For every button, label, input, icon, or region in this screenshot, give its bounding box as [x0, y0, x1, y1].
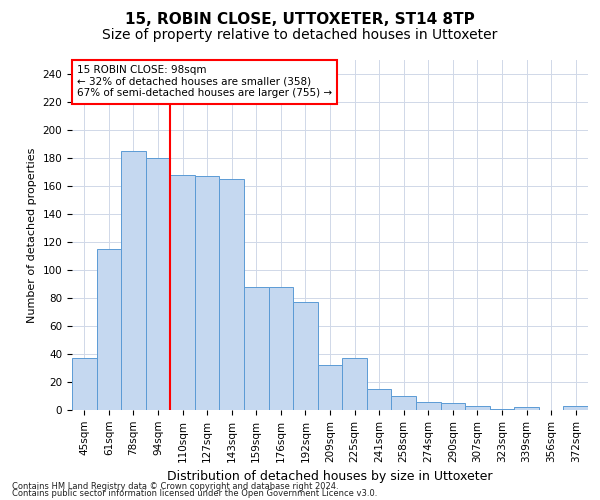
Bar [391, 396, 416, 410]
Bar [465, 406, 490, 410]
Bar [293, 302, 318, 410]
Bar [563, 406, 588, 410]
Bar [342, 358, 367, 410]
Bar [514, 407, 539, 410]
Text: 15 ROBIN CLOSE: 98sqm
← 32% of detached houses are smaller (358)
67% of semi-det: 15 ROBIN CLOSE: 98sqm ← 32% of detached … [77, 66, 332, 98]
Text: 15, ROBIN CLOSE, UTTOXETER, ST14 8TP: 15, ROBIN CLOSE, UTTOXETER, ST14 8TP [125, 12, 475, 28]
Bar [269, 287, 293, 410]
Bar [97, 249, 121, 410]
Text: Size of property relative to detached houses in Uttoxeter: Size of property relative to detached ho… [103, 28, 497, 42]
Bar [244, 287, 269, 410]
Bar [440, 403, 465, 410]
Text: Contains public sector information licensed under the Open Government Licence v3: Contains public sector information licen… [12, 490, 377, 498]
Bar [416, 402, 440, 410]
Bar [318, 365, 342, 410]
Bar [170, 175, 195, 410]
Bar [146, 158, 170, 410]
Bar [220, 179, 244, 410]
Bar [367, 389, 391, 410]
X-axis label: Distribution of detached houses by size in Uttoxeter: Distribution of detached houses by size … [167, 470, 493, 483]
Bar [195, 176, 220, 410]
Y-axis label: Number of detached properties: Number of detached properties [27, 148, 37, 322]
Bar [490, 408, 514, 410]
Text: Contains HM Land Registry data © Crown copyright and database right 2024.: Contains HM Land Registry data © Crown c… [12, 482, 338, 491]
Bar [121, 151, 146, 410]
Bar [72, 358, 97, 410]
